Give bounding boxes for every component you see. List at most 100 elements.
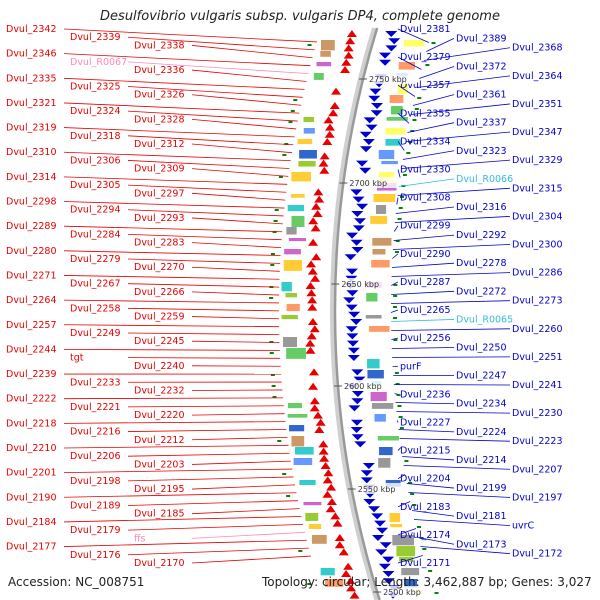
kbp-tick-label: 2550 kbp [358,485,396,494]
reverse-gene-arrow [352,225,365,232]
forward-gene-arrow [310,224,321,232]
gene-label: Dvul_2336 [134,65,185,76]
forward-gene-arrow [314,195,325,203]
label-connector [392,244,511,250]
reverse-gene-arrow [347,355,360,361]
gene-label: Dvul_2220 [134,410,185,421]
reverse-gene-arrow [370,103,383,109]
label-connector [63,397,284,400]
reverse-gene-arrow [348,405,361,412]
label-connector [191,217,283,225]
label-connector [63,176,288,185]
reverse-gene-arrow [372,535,385,541]
inner-green-mark [408,482,413,484]
gene-label: Dvul_2321 [6,98,57,109]
label-connector [63,299,280,304]
reverse-gene-arrow [362,139,375,145]
inner-green-mark [404,460,409,462]
label-connector [397,56,422,70]
forward-cog-block [308,524,322,529]
label-connector [397,169,401,178]
gene-label: Dvul_2316 [456,202,507,213]
kbp-tick-label: 2750 kbp [369,75,407,84]
gene-label: Dvul_2272 [456,286,507,297]
forward-gene-arrow [328,109,339,117]
label-connector [396,420,399,423]
reverse-gene-arrow [356,160,369,167]
gene-label: Dvul_2171 [400,558,451,569]
reverse-cog-block [375,205,387,214]
kbp-label-bg [355,483,406,494]
forward-gene-arrow [330,512,341,520]
reverse-cog-block [390,524,403,528]
reverse-cog-block [385,139,401,146]
reverse-cog-block [385,128,406,135]
gene-label: Dvul_2260 [512,324,563,335]
inner-green-mark [428,570,433,572]
forward-cog-block [291,216,305,227]
label-connector [127,258,281,264]
forward-gene-arrow [305,282,316,289]
gene-label: Dvul_2271 [6,270,57,281]
forward-gene-arrow [345,37,356,45]
forward-gene-arrow [309,397,320,405]
inner-green-mark [397,405,402,407]
gene-label: Dvul_2361 [456,90,507,101]
reverse-cog-block [372,249,386,255]
gene-label: purF [400,361,421,372]
forward-cog-block [291,172,311,182]
reverse-cog-block [399,557,414,562]
forward-gene-arrow [320,462,331,469]
gene-label: Dvul_2214 [456,455,507,466]
gene-label: Dvul_2232 [134,385,185,396]
gene-label: Dvul_2337 [456,118,507,129]
gene-label: Dvul_2174 [400,530,451,541]
inner-green-mark [406,152,411,154]
inner-green-mark [431,42,436,44]
gene-label: Dvul_2319 [6,123,57,134]
forward-cog-block [284,249,301,255]
label-connector [390,309,399,313]
inner-green-mark [393,339,398,341]
gene-label: Dvul_2267 [70,279,121,290]
forward-gene-arrow [309,368,320,376]
inner-green-mark [417,97,422,99]
inner-green-mark [398,207,403,209]
inner-green-mark [399,427,404,429]
label-connector [407,122,455,133]
label-connector [397,447,402,451]
reverse-gene-arrow [382,556,395,563]
gene-label: Dvul_2218 [6,418,57,429]
gene-label: Dvul_2346 [6,49,57,60]
outer-green-mark [273,220,278,222]
gene-label: Dvul_2183 [400,502,451,513]
forward-cog-block [287,414,308,418]
forward-gene-arrow [319,166,330,174]
label-connector [127,233,282,241]
label-connector [397,141,405,151]
reverse-cog-block [398,62,415,70]
label-connector [391,337,399,340]
forward-cog-block [290,194,305,198]
reverse-gene-arrow [388,38,401,45]
gene-label: Dvul_2184 [6,517,57,528]
forward-gene-arrow [341,570,352,577]
reverse-cog-block [389,95,404,103]
gene-label: Dvul_2381 [400,24,451,35]
forward-cog-block [299,150,317,159]
forward-gene-arrow [311,202,322,210]
label-connector [127,429,287,432]
label-connector [127,452,290,457]
forward-gene-arrow [324,123,335,131]
label-connector [402,456,455,461]
label-connector [191,437,288,441]
genome-backbone [333,27,381,600]
gene-label: Dvul_2185 [134,509,185,520]
forward-cog-block [281,315,298,320]
label-connector [416,75,511,88]
forward-cog-block [287,205,305,212]
gene-label: Dvul_2236 [400,389,451,400]
forward-gene-arrow [345,577,356,585]
forward-gene-arrow [309,404,320,412]
